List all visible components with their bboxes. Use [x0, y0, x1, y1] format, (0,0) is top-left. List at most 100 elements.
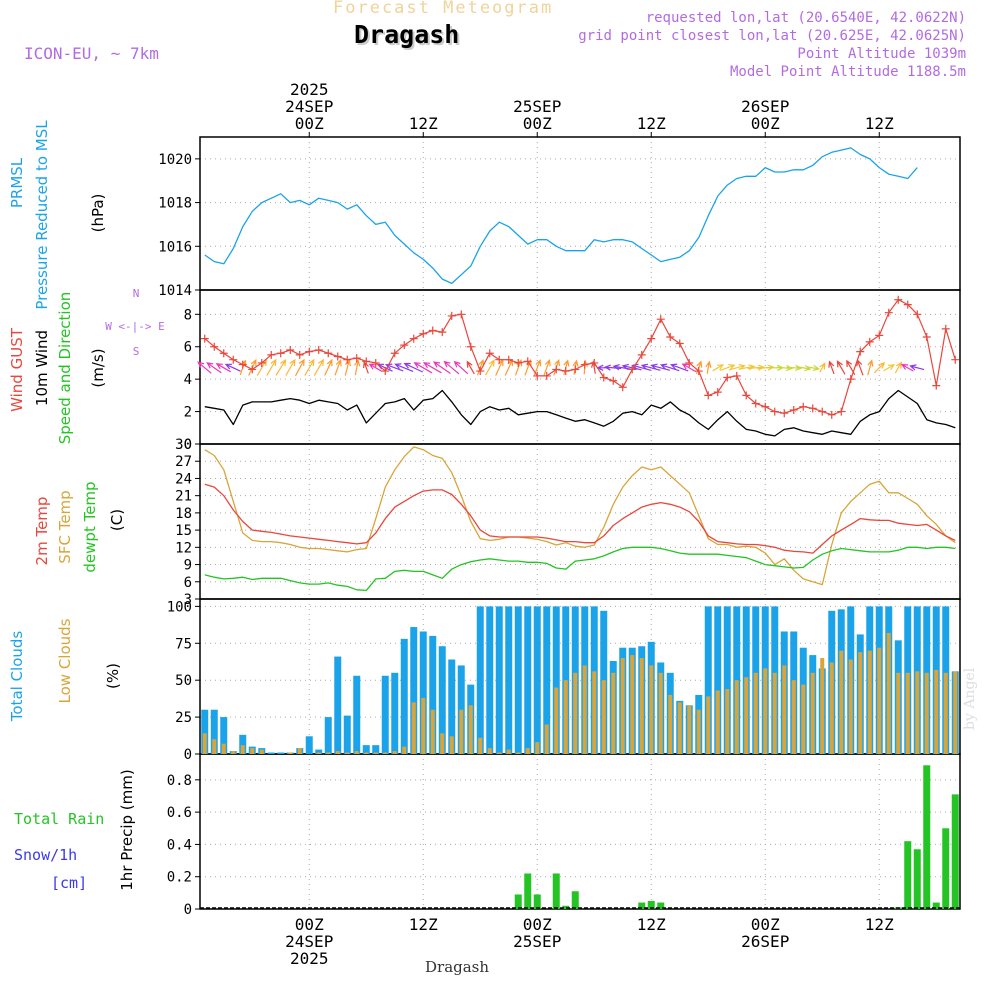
rain-bar	[638, 902, 646, 909]
total-cloud-bar	[410, 627, 418, 754]
low-cloud-bar	[212, 739, 217, 754]
wind-direction-arrow	[650, 363, 671, 371]
clouds-label-total: Total Clouds	[8, 631, 26, 723]
gust-marker	[628, 365, 637, 374]
gust-marker	[875, 331, 884, 340]
gust-marker	[675, 339, 684, 348]
rain-bar	[514, 894, 522, 909]
temperature-ytick-label: 27	[175, 454, 192, 470]
temp-label-dewpt: dewpt Temp	[81, 481, 99, 572]
wind-direction-arrow	[776, 364, 794, 372]
wind-direction-arrow	[334, 358, 342, 376]
low-cloud-bar	[630, 655, 635, 754]
gust-marker	[219, 349, 228, 358]
gust-marker	[362, 357, 371, 366]
gust-marker	[865, 337, 874, 346]
gust-marker	[561, 367, 570, 376]
wind-direction-arrow	[313, 358, 325, 376]
gust-marker	[438, 328, 447, 337]
rain-bar	[524, 873, 532, 909]
low-cloud-bar	[554, 687, 559, 754]
grid-point-coords: grid point closest lon,lat (20.625E, 42.…	[578, 28, 966, 44]
wind-direction-arrow	[669, 363, 689, 372]
wind-direction-arrow	[900, 363, 914, 372]
wind-direction-arrow	[394, 363, 414, 372]
rain-bar	[904, 841, 912, 909]
wind-ytick-label: 4	[184, 372, 192, 388]
total-cloud-bar	[381, 675, 389, 754]
gust-marker	[732, 371, 741, 380]
clouds-ytick-label: 25	[175, 710, 192, 726]
total-cloud-bar	[533, 606, 541, 754]
low-cloud-bar	[658, 672, 663, 754]
pressure-ytick-label: 1018	[158, 196, 192, 212]
gust-line	[204, 299, 956, 416]
low-cloud-bar	[288, 752, 293, 754]
wind10m-line	[204, 389, 956, 437]
wind-label-unit: (m/s)	[89, 348, 107, 387]
gust-marker	[542, 371, 551, 380]
gust-marker	[685, 358, 694, 367]
temperature-ytick-label: 6	[184, 575, 192, 591]
gust-marker	[837, 407, 846, 416]
bottom-time-label: 2025	[290, 949, 329, 968]
low-cloud-bar	[744, 677, 749, 754]
wind-direction-arrow	[266, 358, 277, 376]
wind-label-10m: 10m Wind	[33, 330, 51, 406]
low-cloud-bar	[240, 745, 245, 754]
total-cloud-bar	[429, 635, 437, 754]
total-cloud-bar	[201, 709, 209, 754]
total-cloud-bar	[277, 752, 285, 754]
bottom-time-label: 26SEP	[741, 932, 789, 951]
gust-marker	[276, 349, 285, 358]
wind-direction-arrow	[432, 361, 451, 374]
low-cloud-bar	[364, 752, 369, 754]
gust-marker	[742, 391, 751, 400]
gust-marker	[780, 409, 789, 418]
total-cloud-bar	[362, 745, 370, 754]
rain-bar	[932, 902, 940, 909]
gust-marker	[447, 311, 456, 320]
precip-ytick-label: 0.6	[167, 805, 192, 821]
gust-marker	[932, 381, 941, 390]
total-cloud-bar	[210, 709, 218, 754]
gust-marker	[808, 404, 817, 413]
clouds-ytick-label: 100	[167, 599, 192, 615]
wind-direction-arrow	[484, 359, 495, 376]
low-cloud-bar	[345, 752, 350, 754]
wind-direction-arrow	[422, 362, 442, 374]
total-cloud-bar	[476, 606, 484, 754]
low-cloud-bar	[354, 751, 359, 754]
temperature-ytick-label: 15	[175, 523, 192, 539]
gust-marker	[609, 376, 618, 385]
clouds-ytick-label: 75	[175, 636, 192, 652]
total-cloud-bar	[448, 659, 456, 754]
rain-bar	[913, 849, 921, 909]
total-cloud-bar	[524, 606, 532, 754]
wind-direction-arrow	[894, 361, 903, 374]
gust-marker	[856, 347, 865, 356]
low-cloud-bar	[905, 672, 910, 754]
total-cloud-bar	[267, 752, 275, 754]
wind-direction-arrow	[712, 364, 725, 372]
clouds-label-unit: (%)	[104, 663, 122, 689]
gust-marker	[466, 342, 475, 351]
temperature-ytick-label: 9	[184, 558, 192, 574]
low-cloud-bar	[440, 733, 445, 754]
gust-marker	[286, 345, 295, 354]
gust-marker	[257, 358, 266, 367]
wind-direction-arrow	[705, 360, 712, 374]
precip-ytick-label: 0.2	[167, 870, 192, 886]
low-cloud-bar	[668, 694, 673, 754]
bottom-time-label: 12Z	[637, 915, 666, 934]
wind-direction-arrow	[224, 363, 241, 372]
low-cloud-bar	[402, 746, 407, 754]
temperature-ytick-label: 18	[175, 506, 192, 522]
gust-marker	[751, 399, 760, 408]
wind-direction-arrow	[197, 361, 212, 374]
wind-direction-arrow	[747, 364, 766, 371]
clouds-ytick-label: 50	[175, 673, 192, 689]
wind-direction-arrow	[443, 360, 460, 375]
wind-direction-arrow	[836, 360, 846, 375]
